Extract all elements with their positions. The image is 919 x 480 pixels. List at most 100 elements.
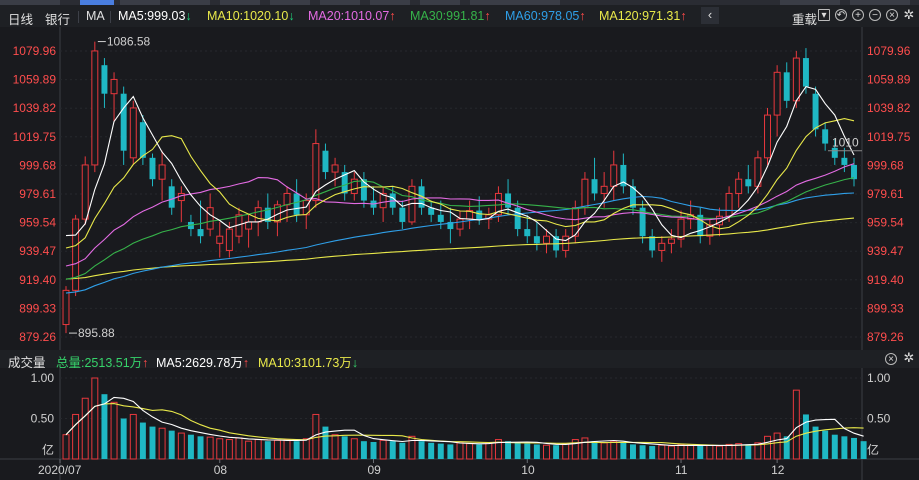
candle-body xyxy=(773,71,781,116)
volume-bar xyxy=(341,436,348,459)
candle-body xyxy=(197,229,204,237)
ma20-value: MA20:1010.07↑ xyxy=(308,9,396,23)
volume-bar xyxy=(571,439,579,460)
tab-stub[interactable] xyxy=(780,0,840,5)
candle-body xyxy=(667,238,675,244)
tab-stub[interactable] xyxy=(850,0,910,5)
volume-bar xyxy=(812,426,819,459)
tab-stub[interactable] xyxy=(170,0,210,5)
price-tick-label: 959.54 xyxy=(19,216,56,230)
tab-stub[interactable] xyxy=(120,0,160,5)
candle-body xyxy=(841,157,848,165)
chevron-left-icon[interactable]: ‹ xyxy=(701,7,719,24)
close-icon[interactable]: × xyxy=(886,9,898,21)
volume-bar xyxy=(149,426,156,459)
candle-body xyxy=(62,289,70,326)
candle-body xyxy=(312,143,320,202)
tab-stub[interactable] xyxy=(320,0,360,5)
candle-body xyxy=(812,93,819,130)
ma10-value: MA10:1020.10↓ xyxy=(207,9,295,23)
volume-bar xyxy=(235,437,243,460)
x-axis-label: 09 xyxy=(368,463,382,477)
tab-stub[interactable] xyxy=(270,0,310,5)
tab-stub[interactable] xyxy=(420,0,460,5)
volume-bar xyxy=(658,444,666,460)
volume-bar xyxy=(302,438,310,460)
volume-bar xyxy=(667,445,675,460)
volume-bar xyxy=(81,397,89,460)
candle-body xyxy=(831,147,838,158)
volume-ma10-line xyxy=(65,403,864,446)
period-label[interactable]: 日线 xyxy=(8,13,34,27)
ma5-line xyxy=(65,85,855,242)
volume-bar xyxy=(447,444,454,459)
candle-body xyxy=(677,218,685,240)
volume-bar xyxy=(600,442,608,460)
candle-body xyxy=(639,207,646,237)
candle-body xyxy=(81,164,89,220)
volume-bar xyxy=(283,439,291,460)
price-tick-label: 879.26 xyxy=(19,330,56,344)
volume-title: 成交量 xyxy=(8,356,46,370)
candle-body xyxy=(225,228,233,251)
price-chart[interactable]: 1079.96 1079.96 1059.89 1059.89 1039.82 1039.… xyxy=(0,27,919,350)
volume-bar xyxy=(254,439,262,460)
volume-chart[interactable]: 1.00 0.50 亿 1.00 0.50 亿 2020/07 08 09 10 11 12 xyxy=(0,368,919,480)
ma10-line xyxy=(65,118,855,249)
indicator-label[interactable]: MA xyxy=(86,9,105,23)
price-tick-label: 919.40 xyxy=(19,273,56,287)
zoom-in-icon[interactable]: + xyxy=(852,9,864,21)
volume-bar xyxy=(485,442,493,460)
volume-bar xyxy=(466,443,474,460)
candle-body xyxy=(216,235,224,244)
volume-bar xyxy=(533,444,540,459)
low-annotation: 895.88 xyxy=(78,326,115,340)
candle-body xyxy=(418,186,425,208)
price-tick-label: 979.61 xyxy=(867,187,904,201)
divider xyxy=(110,11,111,23)
undo-icon[interactable]: ↶ xyxy=(835,9,847,21)
volume-bar xyxy=(322,426,329,459)
tab-stub-active[interactable] xyxy=(80,0,114,5)
price-tick-label: 1019.75 xyxy=(867,130,911,144)
candle-body xyxy=(149,157,156,180)
candle-body xyxy=(476,210,483,220)
volume-bar xyxy=(408,435,416,460)
tab-stub[interactable] xyxy=(220,0,260,5)
candle-body xyxy=(600,185,608,194)
tab-stub[interactable] xyxy=(370,0,410,5)
volume-bar xyxy=(177,432,185,460)
gear-icon[interactable]: ✲ xyxy=(903,7,915,22)
price-tick-label: 1059.89 xyxy=(867,73,911,87)
volume-bar xyxy=(697,446,704,459)
candle-body xyxy=(591,179,598,194)
candle-body xyxy=(533,236,540,244)
volume-tick-label: 1.00 xyxy=(31,371,55,385)
gear-icon[interactable]: ✲ xyxy=(903,350,915,365)
top-tab-strip xyxy=(0,0,919,5)
zoom-out-icon[interactable]: − xyxy=(869,9,881,21)
tab-stub[interactable] xyxy=(0,0,60,5)
sector-label[interactable]: 银行 xyxy=(45,13,71,27)
close-icon[interactable]: × xyxy=(885,353,897,365)
volume-bar xyxy=(360,441,367,459)
tab-stub[interactable] xyxy=(470,0,560,5)
volume-bar xyxy=(120,418,127,459)
overlay-button[interactable]: 重载 xyxy=(792,13,818,27)
volume-bar xyxy=(783,436,790,459)
candle-body xyxy=(360,179,367,201)
candle-body xyxy=(725,192,733,217)
volume-tick-label: 0.50 xyxy=(31,412,55,426)
settings-square-icon[interactable]: ▾ xyxy=(818,9,830,21)
candle-body xyxy=(129,107,137,159)
volume-bar xyxy=(792,389,800,460)
volume-bar xyxy=(524,443,531,459)
candle-body xyxy=(543,235,550,244)
x-axis-label: 2020/07 xyxy=(38,463,82,477)
candle-body xyxy=(447,221,454,230)
volume-tick-label: 亿 xyxy=(42,442,54,457)
candle-body xyxy=(620,164,627,187)
volume-bar xyxy=(802,414,809,459)
candle-body xyxy=(350,178,358,194)
ma120-value: MA120:971.31↑ xyxy=(599,9,687,23)
